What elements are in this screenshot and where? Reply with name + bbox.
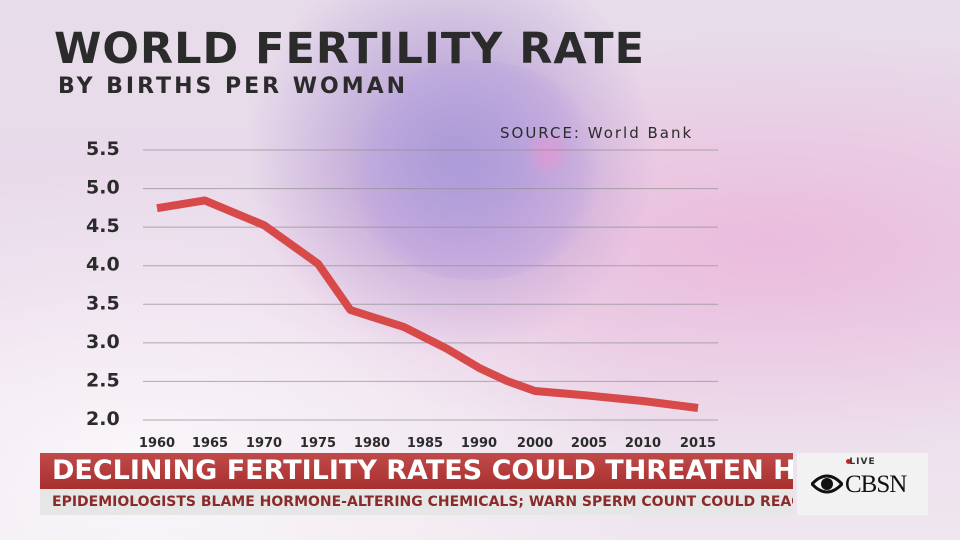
series-line-fertility-rate — [156, 196, 699, 412]
x-tick-label: 1990 — [461, 436, 497, 451]
x-tick-label: 1975 — [300, 436, 336, 451]
y-axis-ticks: 5.5 5.0 4.5 4.0 3.5 3.0 2.5 2.0 — [86, 138, 120, 430]
cbs-eye-icon — [811, 474, 843, 494]
live-label: LIVE — [849, 457, 876, 467]
chart-source: SOURCE: World Bank — [500, 124, 694, 142]
x-axis-ticks: 1960 1965 1970 1975 1980 1985 1990 2000 2005 2010… — [139, 436, 716, 451]
headline-text: DECLINING FERTILITY RATES COULD THREATEN… — [40, 453, 793, 489]
y-tick-label: 2.5 — [86, 369, 120, 391]
x-tick-label: 2010 — [625, 436, 661, 451]
chart-title: WORLD FERTILITY RATE — [54, 24, 646, 74]
background-cell-blob — [340, 60, 610, 280]
x-tick-label: 2000 — [517, 436, 553, 451]
x-tick-label: 2005 — [571, 436, 607, 451]
chart-subtitle: BY BIRTHS PER WOMAN — [58, 74, 409, 99]
x-tick-label: 1980 — [354, 436, 390, 451]
subheadline-text: EPIDEMIOLOGISTS BLAME HORMONE-ALTERING C… — [40, 489, 793, 515]
x-tick-label: 1965 — [192, 436, 228, 451]
y-tick-label: 4.0 — [86, 254, 120, 276]
series-layer — [156, 196, 699, 412]
y-tick-label: 4.5 — [86, 215, 120, 237]
x-tick-label: 2015 — [680, 436, 716, 451]
network-name: CBSN — [845, 471, 907, 498]
network-logo: LIVE CBSN — [797, 453, 928, 515]
x-tick-label: 1970 — [246, 436, 282, 451]
x-tick-label: 1985 — [407, 436, 443, 451]
y-tick-label: 3.0 — [86, 331, 120, 353]
y-tick-label: 3.5 — [86, 292, 120, 314]
background-blob-highlight — [520, 130, 575, 175]
y-tick-label: 5.0 — [86, 177, 120, 199]
y-tick-label: 2.0 — [86, 408, 120, 430]
gridlines — [143, 149, 718, 421]
live-dot-icon — [846, 459, 851, 464]
y-tick-label: 5.5 — [86, 138, 120, 160]
x-tick-label: 1960 — [139, 436, 175, 451]
lower-third-banner: DECLINING FERTILITY RATES COULD THREATEN… — [40, 453, 793, 515]
